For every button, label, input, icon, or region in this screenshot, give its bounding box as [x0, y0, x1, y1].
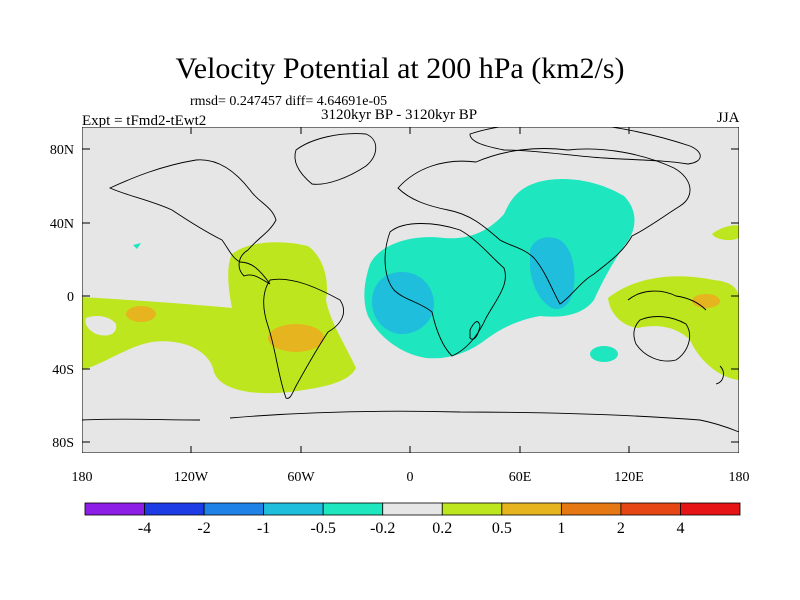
positive-core-south-america — [268, 324, 324, 352]
legend-swatch — [501, 502, 562, 516]
legend-swatch — [382, 502, 443, 516]
negative-core-atlantic — [372, 272, 434, 334]
ocean-gap-pacific — [85, 316, 117, 336]
coastlines — [82, 127, 739, 433]
legend-swatch — [620, 502, 681, 516]
legend-swatch — [84, 502, 145, 516]
legend-swatch — [203, 502, 265, 516]
legend-label: 0.5 — [492, 520, 512, 537]
legend-label: 4 — [676, 520, 684, 537]
legend-label: -0.2 — [370, 520, 395, 537]
legend-label: 0.2 — [432, 520, 452, 537]
legend-labels: -4 -2 -1 -0.5 -0.2 0.2 0.5 1 2 4 — [138, 520, 685, 537]
experiment-label: Expt = tFmd2-tEwt2 — [82, 113, 207, 129]
lon-label-60w: 60W — [287, 470, 315, 485]
lon-label-0: 0 — [407, 470, 414, 485]
legend-colorbar — [84, 502, 741, 516]
positive-region-north-pacific — [712, 225, 739, 241]
negative-region-small-pacific — [133, 243, 141, 249]
lon-label-120e: 120E — [614, 470, 644, 485]
lat-label-0: 0 — [67, 290, 74, 305]
legend-swatch — [144, 502, 205, 516]
period-label: 3120kyr BP - 3120kyr BP — [321, 107, 478, 123]
legend-label: 1 — [557, 520, 565, 537]
lat-label-40n: 40N — [50, 217, 74, 232]
legend-swatch — [680, 502, 741, 516]
lon-label-120w: 120W — [174, 470, 209, 485]
negative-region-indian-ocean — [590, 346, 618, 362]
legend-swatch — [441, 502, 503, 516]
lat-label-40s: 40S — [52, 363, 74, 378]
lon-ticks — [190, 127, 630, 453]
lat-label-80s: 80S — [52, 436, 74, 451]
legend-swatch — [560, 502, 622, 516]
negative-core-india — [530, 237, 575, 310]
legend-label: -4 — [138, 520, 151, 537]
lat-ticks — [82, 148, 739, 443]
map-panel — [82, 127, 739, 453]
legend-label: -2 — [197, 520, 210, 537]
stats-subtitle: rmsd= 0.247457 diff= 4.64691e-05 — [190, 94, 388, 109]
lon-label-60e: 60E — [509, 470, 532, 485]
legend-swatch — [263, 502, 324, 516]
season-label: JJA — [717, 110, 740, 126]
positive-core-pacific — [126, 306, 156, 322]
map-title: Velocity Potential at 200 hPa (km2/s) — [175, 52, 625, 85]
lat-label-80n: 80N — [50, 143, 74, 158]
lon-label-180e: 180 — [729, 470, 750, 485]
legend-label: -1 — [257, 520, 270, 537]
legend-label: -0.5 — [311, 520, 336, 537]
legend-swatch — [322, 502, 384, 516]
positive-core-west-pacific — [692, 294, 720, 308]
legend-label: 2 — [617, 520, 625, 537]
lon-label-180w: 180 — [72, 470, 93, 485]
